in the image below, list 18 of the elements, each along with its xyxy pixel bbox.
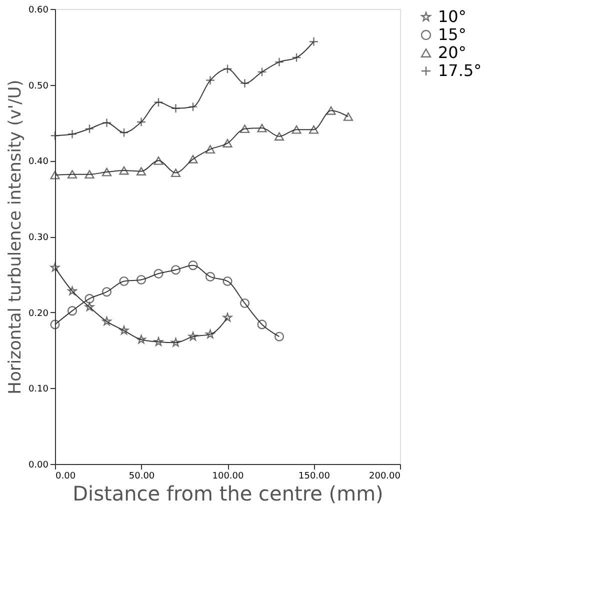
x-axis-title: Distance from the centre (mm) bbox=[72, 482, 384, 506]
x-tick-label: 200.00 bbox=[369, 472, 401, 482]
x-tick-label: 150.00 bbox=[298, 472, 330, 482]
y-axis-title: Horizontal turbulence intensity (v'/U) bbox=[5, 80, 26, 394]
legend-label: 20° bbox=[438, 43, 466, 62]
y-tick-label: 0.10 bbox=[28, 384, 49, 395]
y-tick-label: 0.30 bbox=[28, 233, 49, 243]
x-tick-label: 0.00 bbox=[56, 472, 76, 482]
y-tick-label: 0.40 bbox=[28, 157, 49, 168]
x-tick-label: 100.00 bbox=[212, 472, 244, 482]
y-tick-label: 0.20 bbox=[28, 308, 49, 319]
x-tick-label: 50.00 bbox=[128, 472, 155, 482]
y-tick-label: 0.60 bbox=[28, 6, 49, 16]
legend-label: 10° bbox=[438, 7, 466, 26]
legend-label: 15° bbox=[438, 25, 466, 44]
y-tick-label: 0.00 bbox=[28, 460, 49, 470]
legend-label: 17.5° bbox=[438, 61, 482, 80]
y-tick-label: 0.50 bbox=[28, 81, 49, 92]
